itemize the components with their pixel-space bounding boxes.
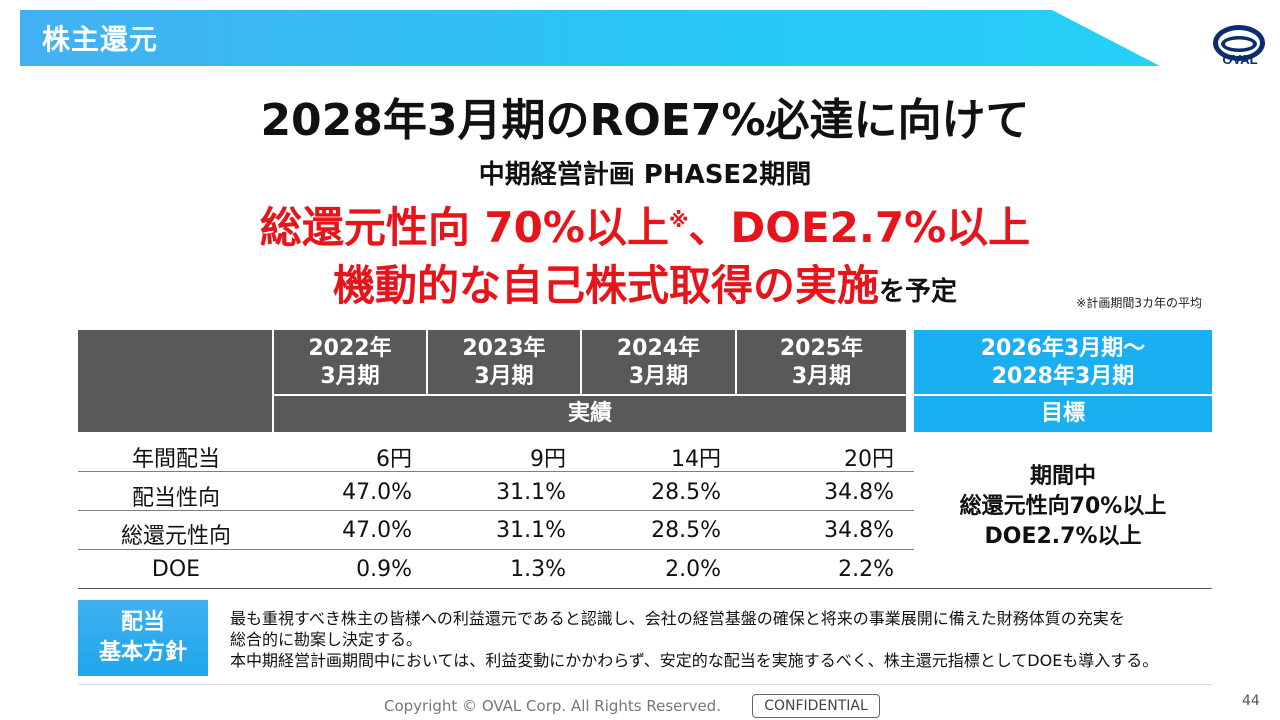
table-cell: 14円: [671, 447, 721, 472]
year-header-2022: 2022年 3月期: [274, 330, 426, 394]
table-cell: 6円: [376, 447, 412, 472]
target-period-line2: 2028年3月期: [991, 364, 1135, 389]
row-divider: [78, 510, 914, 511]
table-cell: 1.3%: [510, 557, 566, 582]
badge-line: 基本方針: [98, 640, 187, 665]
year-header-line2: 3月期: [474, 364, 534, 389]
doe-target: 、DOE2.7%以上: [688, 203, 1031, 252]
table-bottom-border: [78, 588, 1212, 589]
target-cell: 期間中 総還元性向70%以上 DOE2.7%以上: [914, 462, 1212, 552]
year-header-2024: 2024年 3月期: [582, 330, 735, 394]
payout-target-line: 総還元性向 70%以上※、DOE2.7%以上: [0, 194, 1280, 255]
target-line: DOE2.7%以上: [984, 524, 1142, 549]
policy-line: 本中期経営計画期間中においては、利益変動にかかわらず、安定的な配当を実施するべく…: [230, 651, 1159, 670]
target-period-line1: 2026年3月期～: [980, 336, 1146, 361]
policy-line: 総合的に勘案し決定する。: [230, 630, 423, 649]
table-cell: 34.8%: [824, 518, 894, 543]
table-cell: 34.8%: [824, 480, 894, 505]
row-divider: [78, 549, 914, 550]
year-header-line1: 2023年: [462, 336, 546, 361]
copyright: Copyright © OVAL Corp. All Rights Reserv…: [384, 697, 721, 715]
row-label: 総還元性向: [120, 524, 231, 549]
dividend-policy-text: 最も重視すべき株主の皆様への利益還元であると認識し、会社の経営基盤の確保と将来の…: [230, 608, 1220, 671]
payout-target-main: 総還元性向 70%以上: [259, 203, 669, 252]
year-header-line1: 2022年: [308, 336, 392, 361]
year-header-line2: 3月期: [628, 364, 689, 389]
target-line: 総還元性向70%以上: [959, 494, 1167, 519]
logo-text: OVAL: [1222, 52, 1258, 67]
table-cell: 9円: [530, 447, 566, 472]
table-cell: 31.1%: [496, 518, 566, 543]
row-label: DOE: [151, 557, 201, 582]
table-header-corner: [78, 330, 272, 432]
badge-line: 配当: [120, 610, 165, 635]
row-divider: [78, 471, 914, 472]
table-cell: 47.0%: [342, 518, 412, 543]
table-cell: 47.0%: [342, 480, 412, 505]
dividend-policy-badge: 配当 基本方針: [78, 600, 208, 676]
headline: 2028年3月期のROE7%必達に向けて: [260, 95, 1030, 146]
footer-divider: [78, 684, 1212, 685]
footnote: ※計画期間3カ年の平均: [1076, 296, 1202, 310]
table-cell: 2.0%: [665, 557, 721, 582]
target-line: 期間中: [1029, 464, 1096, 489]
target-period-header: 2026年3月期～ 2028年3月期: [914, 330, 1212, 394]
title-banner: [20, 10, 1160, 66]
buyback-main: 機動的な自己株式取得の実施: [332, 261, 879, 310]
table-cell: 2.2%: [838, 557, 894, 582]
policy-line: 最も重視すべき株主の皆様への利益還元であると認識し、会社の経営基盤の確保と将来の…: [230, 609, 1125, 628]
table-cell: 0.9%: [356, 557, 412, 582]
table-cell: 28.5%: [651, 518, 721, 543]
confidential-label: CONFIDENTIAL: [752, 694, 880, 718]
actual-header: 実績: [274, 396, 906, 432]
year-header-2023: 2023年 3月期: [428, 330, 580, 394]
year-header-line2: 3月期: [320, 364, 380, 389]
table-cell: 28.5%: [651, 480, 721, 505]
page-number: 44: [1242, 693, 1260, 709]
section-title: 株主還元: [42, 23, 159, 56]
oval-logo-icon: [1213, 25, 1265, 61]
buyback-suffix: を予定: [879, 277, 958, 307]
row-label: 年間配当: [131, 447, 220, 472]
table-cell: 20円: [844, 447, 894, 472]
table-cell: 31.1%: [496, 480, 566, 505]
year-header-line1: 2024年: [616, 336, 701, 361]
year-header-2025: 2025年 3月期: [737, 330, 906, 394]
buyback-line: 機動的な自己株式取得の実施を予定: [0, 252, 1280, 313]
row-label: 配当性向: [131, 486, 220, 511]
target-header: 目標: [914, 396, 1212, 432]
footnote-mark: ※: [668, 208, 689, 232]
year-header-line2: 3月期: [791, 364, 852, 389]
year-header-line1: 2025年: [779, 336, 864, 361]
subheadline: 中期経営計画 PHASE2期間: [478, 160, 812, 190]
